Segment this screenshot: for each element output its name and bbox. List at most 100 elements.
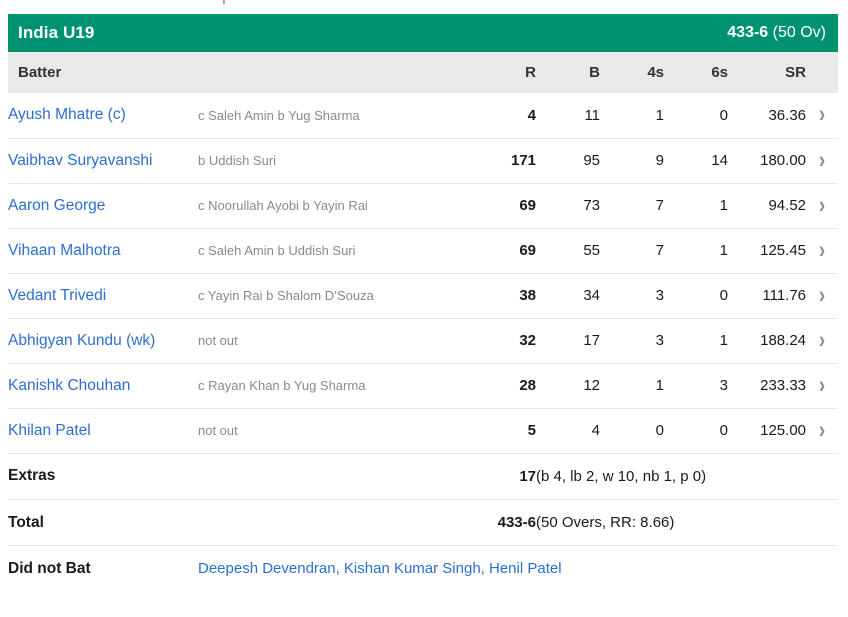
batter-fours: 1 bbox=[655, 377, 665, 394]
total-value: 433-6 bbox=[497, 514, 536, 531]
dismissal-text: c Saleh Amin b Yug Sharma bbox=[198, 107, 360, 123]
innings-score-runs: 433-6 bbox=[727, 24, 769, 41]
table-row[interactable]: Abhigyan Kundu (wk) not out 32 17 3 1 18… bbox=[8, 318, 839, 363]
batter-runs: 171 bbox=[510, 152, 537, 169]
batter-runs: 28 bbox=[519, 377, 537, 394]
column-header-spacer bbox=[806, 52, 838, 93]
batter-name-link[interactable]: Vedant Trivedi bbox=[8, 286, 107, 304]
batter-balls: 55 bbox=[583, 242, 601, 259]
batter-runs: 5 bbox=[527, 422, 537, 439]
batter-name-link[interactable]: Kanishk Chouhan bbox=[8, 376, 131, 394]
total-spacer bbox=[198, 500, 478, 546]
table-row[interactable]: Vaibhav Suryavanshi b Uddish Suri 171 95… bbox=[8, 138, 839, 183]
dismissal-text: c Saleh Amin b Uddish Suri bbox=[198, 243, 356, 258]
chevron-right-icon[interactable]: › bbox=[818, 281, 826, 309]
innings-summary-table: Extras 17 (b 4, lb 2, w 10, nb 1, p 0) T… bbox=[8, 454, 838, 592]
batter-strike-rate: 111.76 bbox=[762, 287, 807, 304]
table-row[interactable]: Khilan Patel not out 5 4 0 0 125.00 › bbox=[8, 408, 839, 453]
chevron-right-icon[interactable]: › bbox=[818, 326, 826, 354]
row-expand-cell[interactable]: › bbox=[806, 363, 838, 408]
batter-strike-rate: 36.36 bbox=[768, 106, 807, 124]
batter-sixes: 0 bbox=[719, 287, 729, 304]
extras-label: Extras bbox=[8, 467, 56, 485]
innings-score-overs: (50 Ov) bbox=[772, 24, 826, 41]
batter-strike-rate: 233.33 bbox=[760, 377, 807, 394]
chevron-right-icon[interactable]: › bbox=[818, 416, 826, 444]
batter-name-link[interactable]: Abhigyan Kundu (wk) bbox=[8, 331, 156, 349]
batter-sixes: 0 bbox=[719, 106, 729, 124]
row-expand-cell[interactable]: › bbox=[806, 138, 838, 183]
batter-strike-rate: 125.00 bbox=[760, 422, 807, 439]
batter-fours: 7 bbox=[655, 197, 665, 214]
batter-fours: 3 bbox=[655, 332, 665, 349]
batter-sixes: 0 bbox=[719, 422, 729, 439]
batter-balls: 73 bbox=[583, 197, 601, 214]
chevron-right-icon[interactable]: › bbox=[818, 371, 826, 399]
chevron-right-icon[interactable]: › bbox=[818, 146, 826, 174]
chevron-right-icon[interactable]: › bbox=[818, 191, 826, 219]
batter-runs: 32 bbox=[519, 332, 537, 349]
dismissal-text: c Yayin Rai b Shalom D’Souza bbox=[198, 288, 374, 303]
table-row[interactable]: Kanishk Chouhan c Rayan Khan b Yug Sharm… bbox=[8, 363, 839, 408]
batter-fours: 0 bbox=[655, 422, 665, 439]
total-row: Total 433-6 (50 Overs, RR: 8.66) bbox=[8, 500, 838, 546]
batter-fours: 3 bbox=[655, 287, 665, 304]
batter-sixes: 14 bbox=[711, 152, 729, 169]
extras-value: 17 bbox=[519, 467, 536, 485]
batter-name-link[interactable]: Khilan Patel bbox=[8, 421, 91, 439]
batter-balls: 4 bbox=[591, 422, 601, 439]
table-row[interactable]: Vedant Trivedi c Yayin Rai b Shalom D’So… bbox=[8, 273, 839, 318]
innings-header: India U19 433-6 (50 Ov) bbox=[8, 14, 838, 52]
batting-table: Batter R B 4s 6s SR Ayush Mhatre (c) c S… bbox=[8, 52, 839, 454]
innings-summary-body: Extras 17 (b 4, lb 2, w 10, nb 1, p 0) T… bbox=[8, 454, 838, 592]
column-header-balls: B bbox=[589, 64, 601, 81]
batter-sixes: 1 bbox=[719, 197, 729, 214]
table-row[interactable]: Vihaan Malhotra c Saleh Amin b Uddish Su… bbox=[8, 228, 839, 273]
extras-breakdown: (b 4, lb 2, w 10, nb 1, p 0) bbox=[536, 467, 707, 485]
innings-team-name: India U19 bbox=[18, 23, 95, 42]
column-header-row: Batter R B 4s 6s SR bbox=[8, 52, 839, 93]
row-expand-cell[interactable]: › bbox=[806, 318, 838, 363]
dismissal-text: not out bbox=[198, 333, 238, 348]
batter-name-link[interactable]: Vihaan Malhotra bbox=[8, 241, 121, 259]
batter-strike-rate: 125.45 bbox=[760, 242, 807, 259]
batter-strike-rate: 180.00 bbox=[760, 152, 807, 169]
total-label: Total bbox=[8, 513, 44, 531]
did-not-bat-row: Did not Bat Deepesh Devendran, Kishan Ku… bbox=[8, 546, 838, 592]
total-detail: (50 Overs, RR: 8.66) bbox=[536, 514, 675, 531]
row-expand-cell[interactable]: › bbox=[806, 228, 838, 273]
column-header-sixes: 6s bbox=[711, 64, 729, 81]
row-expand-cell[interactable]: › bbox=[806, 273, 838, 318]
batter-runs: 38 bbox=[519, 287, 537, 304]
batter-runs: 69 bbox=[519, 197, 537, 214]
dismissal-text: not out bbox=[198, 423, 238, 438]
batter-fours: 9 bbox=[655, 152, 665, 169]
batter-balls: 12 bbox=[583, 377, 601, 394]
column-header-strike-rate: SR bbox=[785, 64, 807, 81]
dismissal-text: c Rayan Khan b Yug Sharma bbox=[198, 378, 366, 393]
cut-off-text-fragment: | bbox=[222, 0, 226, 4]
batter-fours: 7 bbox=[655, 242, 665, 259]
batter-strike-rate: 188.24 bbox=[760, 332, 807, 349]
row-expand-cell[interactable]: › bbox=[806, 183, 838, 228]
row-expand-cell[interactable]: › bbox=[806, 408, 838, 453]
row-expand-cell[interactable]: › bbox=[806, 93, 838, 138]
batting-table-head: Batter R B 4s 6s SR bbox=[8, 52, 839, 93]
batter-name-link[interactable]: Aaron George bbox=[8, 196, 106, 214]
did-not-bat-label: Did not Bat bbox=[8, 559, 91, 577]
column-header-batter: Batter bbox=[18, 64, 62, 81]
chevron-right-icon[interactable]: › bbox=[818, 101, 826, 128]
table-row[interactable]: Ayush Mhatre (c) c Saleh Amin b Yug Shar… bbox=[8, 93, 839, 138]
did-not-bat-names[interactable]: Deepesh Devendran, Kishan Kumar Singh, H… bbox=[198, 560, 562, 578]
extras-spacer bbox=[198, 454, 478, 500]
batter-name-link[interactable]: Vaibhav Suryavanshi bbox=[8, 151, 153, 169]
table-row[interactable]: Aaron George c Noorullah Ayobi b Yayin R… bbox=[8, 183, 839, 228]
batting-table-body: Ayush Mhatre (c) c Saleh Amin b Yug Shar… bbox=[8, 93, 839, 453]
extras-row: Extras 17 (b 4, lb 2, w 10, nb 1, p 0) bbox=[8, 454, 838, 500]
batter-name-link[interactable]: Ayush Mhatre (c) bbox=[8, 106, 126, 124]
batter-balls: 95 bbox=[583, 152, 601, 169]
batter-balls: 17 bbox=[583, 332, 601, 349]
chevron-right-icon[interactable]: › bbox=[818, 236, 826, 264]
batter-balls: 34 bbox=[583, 287, 601, 304]
